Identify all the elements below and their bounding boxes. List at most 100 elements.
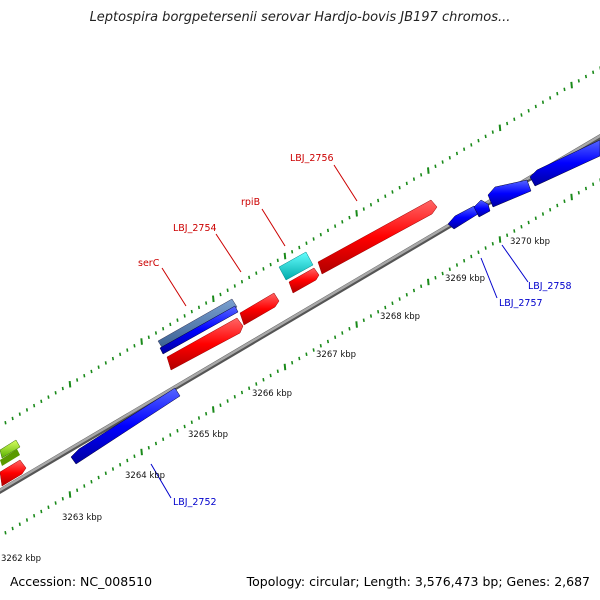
minor-tick [276, 258, 279, 263]
gene-lbj-2757[interactable] [447, 205, 479, 230]
minor-tick [434, 164, 437, 169]
minor-tick [183, 424, 186, 429]
minor-tick [592, 182, 595, 186]
minor-tick [61, 386, 64, 391]
minor-tick [470, 143, 473, 147]
major-tick [570, 193, 573, 201]
minor-tick [563, 87, 566, 92]
minor-tick [369, 203, 373, 207]
minor-tick [4, 420, 7, 425]
minor-tick [527, 108, 530, 113]
minor-tick [541, 212, 545, 216]
minor-tick [506, 233, 509, 237]
minor-tick [391, 301, 394, 305]
minor-tick [176, 429, 179, 433]
gene-lbj-2759[interactable] [529, 139, 600, 187]
minor-tick [11, 526, 14, 531]
minor-tick [233, 284, 236, 288]
minor-tick [147, 446, 150, 450]
minor-tick [276, 369, 279, 373]
minor-tick [534, 216, 537, 220]
minor-tick [577, 191, 580, 195]
minor-tick [269, 262, 272, 267]
minor-tick [441, 271, 444, 276]
minor-tick [83, 373, 86, 378]
gene-lbj-2756[interactable] [317, 199, 438, 275]
gene-lbj-2752[interactable] [70, 387, 181, 465]
minor-tick [111, 467, 115, 471]
major-tick [355, 210, 358, 217]
minor-tick [197, 416, 201, 420]
minor-tick [312, 348, 315, 352]
gene-edge-green-2[interactable] [0, 449, 20, 466]
major-tick [427, 167, 430, 174]
reverse-tick-ring [4, 178, 600, 535]
minor-tick [326, 339, 330, 344]
minor-tick [169, 322, 172, 327]
minor-tick [341, 331, 344, 335]
minor-tick [334, 335, 337, 339]
minor-tick [477, 250, 480, 254]
minor-tick [513, 117, 516, 122]
gene-other-1[interactable] [157, 298, 238, 350]
minor-tick [104, 471, 107, 475]
major-tick [140, 448, 143, 456]
minor-tick [40, 509, 43, 514]
major-tick [212, 295, 215, 303]
minor-tick [463, 259, 466, 263]
minor-tick [477, 138, 480, 143]
minor-tick [319, 344, 322, 348]
minor-tick [455, 263, 459, 267]
gene-label-ser-c: serC [138, 258, 160, 269]
gene-lbj-2758[interactable] [487, 179, 532, 208]
minor-tick [262, 267, 265, 271]
gene-edge-green[interactable] [0, 439, 21, 459]
major-tick [68, 491, 72, 498]
minor-tick [541, 100, 545, 104]
minor-tick [248, 275, 251, 280]
minor-tick [384, 305, 387, 310]
gene-edge-red[interactable] [0, 459, 27, 487]
minor-tick [513, 229, 516, 233]
minor-tick [11, 416, 14, 421]
minor-tick [83, 484, 86, 488]
minor-tick [584, 186, 588, 191]
map-title: Leptospira borgpetersenii serovar Hardjo… [89, 10, 511, 25]
minor-tick [577, 79, 580, 83]
gene-lbj-2757b[interactable] [473, 199, 491, 218]
gene-lbj-2753[interactable] [159, 305, 239, 355]
minor-tick [162, 437, 165, 441]
minor-tick [169, 433, 172, 437]
minor-tick [520, 113, 523, 117]
minor-tick [527, 220, 530, 225]
minor-tick [391, 190, 394, 194]
minor-tick [441, 160, 444, 164]
minor-tick [398, 185, 401, 190]
gene-label-lbj-2752: LBJ_2752 [173, 497, 217, 508]
major-tick [140, 338, 143, 345]
minor-tick [147, 335, 150, 339]
gene-lbj-2755[interactable] [288, 267, 320, 294]
minor-tick [111, 356, 115, 361]
minor-tick [47, 505, 50, 509]
minor-tick [76, 378, 79, 382]
minor-tick [298, 245, 301, 250]
gene-rpib[interactable] [278, 251, 314, 281]
minor-tick [549, 96, 552, 100]
gene-label-lbj-2758: LBJ_2758 [528, 281, 572, 292]
minor-tick [506, 121, 509, 126]
minor-tick [226, 399, 229, 403]
minor-tick [126, 458, 129, 463]
minor-tick [556, 91, 559, 96]
reverse-genes [70, 139, 600, 465]
minor-tick [412, 177, 416, 181]
minor-tick [405, 293, 408, 297]
minor-tick [377, 310, 380, 314]
minor-tick [377, 198, 380, 203]
minor-tick [90, 369, 93, 374]
minor-tick [4, 531, 7, 535]
gene-lbj-2754[interactable] [239, 292, 280, 326]
minor-tick [341, 220, 344, 224]
minor-tick [305, 241, 308, 245]
gene-ser-c[interactable] [166, 317, 244, 371]
